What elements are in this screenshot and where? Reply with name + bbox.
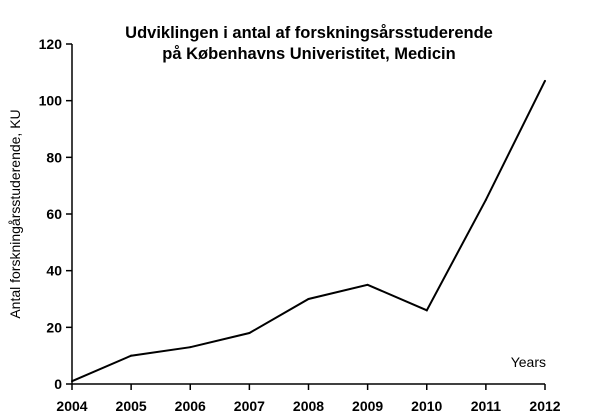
- data-point: [366, 283, 369, 286]
- y-axis-ticks: 0 20 40 60 80 100 120: [39, 36, 72, 392]
- y-tick-label: 0: [54, 376, 62, 392]
- x-tick-label: 2008: [293, 398, 324, 414]
- data-point: [484, 198, 487, 201]
- x-tick-label: 2007: [234, 398, 265, 414]
- x-axis-label: Years: [511, 354, 546, 370]
- y-tick-label: 120: [39, 36, 63, 52]
- x-tick-label: 2010: [411, 398, 442, 414]
- data-point: [425, 309, 428, 312]
- data-point: [71, 380, 73, 383]
- chart-title-line-2: på Københavns Univeristitet, Medicin: [162, 45, 455, 63]
- y-tick-label: 80: [46, 149, 62, 165]
- data-point: [189, 346, 192, 349]
- x-tick-label: 2006: [175, 398, 206, 414]
- data-point: [248, 332, 251, 334]
- x-tick-label: 2009: [352, 398, 383, 414]
- y-tick-label: 100: [39, 93, 63, 109]
- chart-title-line-1: Udviklingen i antal af forskningsårsstud…: [125, 24, 493, 42]
- x-tick-label: 2011: [471, 398, 502, 414]
- data-point: [307, 298, 310, 300]
- y-tick-label: 60: [46, 206, 62, 222]
- x-tick-label: 2012: [529, 398, 560, 414]
- y-tick-label: 40: [46, 263, 62, 279]
- x-tick-label: 2005: [116, 398, 147, 414]
- x-axis-ticks: 2004 2005 2006 2007 2008 2009 2010 2011 2012: [56, 384, 561, 414]
- series-layer: [71, 79, 546, 383]
- data-point: [544, 79, 546, 82]
- x-tick-label: 2004: [56, 398, 87, 414]
- series-line: [71, 80, 546, 383]
- y-axis-label: Antal forskningårsstuderende, KU: [7, 109, 23, 318]
- y-tick-label: 20: [46, 319, 62, 335]
- axes: [71, 44, 545, 385]
- data-point: [130, 354, 133, 357]
